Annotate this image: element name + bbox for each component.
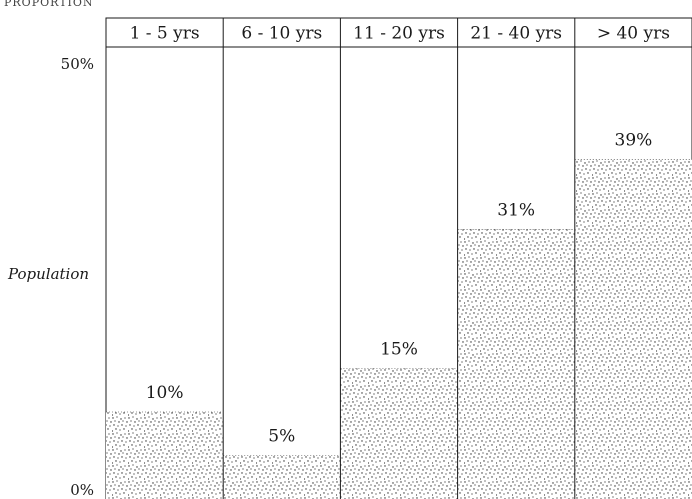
bar-2 — [223, 455, 341, 499]
bars-layer — [106, 159, 692, 499]
y-tick-labels: 0% 50% — [61, 55, 94, 499]
bar-3 — [340, 368, 458, 499]
value-label-3: 15% — [380, 340, 418, 360]
category-label-3: 11 - 20 yrs — [353, 24, 445, 44]
value-label-5: 39% — [615, 131, 653, 151]
value-label-2: 5% — [268, 427, 295, 447]
plot-frame — [105, 17, 692, 499]
value-label-1: 10% — [146, 383, 184, 403]
category-labels: 1 - 5 yrs 6 - 10 yrs 11 - 20 yrs 21 - 40 yr… — [130, 24, 670, 44]
y-axis-label: Population — [7, 265, 89, 283]
column-dividers — [222, 18, 576, 499]
value-label-4: 31% — [497, 200, 535, 220]
bar-1 — [106, 412, 224, 499]
category-label-1: 1 - 5 yrs — [130, 24, 200, 44]
y-tick-label-1: 0% — [70, 481, 94, 499]
bar-5 — [574, 159, 692, 499]
value-labels: 10% 5% 15% 31% 39% — [146, 131, 653, 447]
bar-4 — [457, 229, 575, 499]
category-label-2: 6 - 10 yrs — [241, 24, 322, 44]
category-label-5: > 40 yrs — [597, 24, 670, 44]
category-label-4: 21 - 40 yrs — [470, 24, 562, 44]
y-tick-label-2: 50% — [61, 55, 94, 73]
chart-header: PROPORTION — [4, 0, 94, 9]
